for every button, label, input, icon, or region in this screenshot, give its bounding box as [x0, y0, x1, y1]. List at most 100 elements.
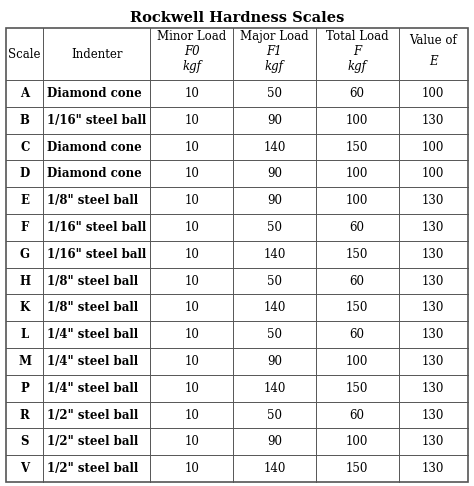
Text: 1/8" steel ball: 1/8" steel ball: [47, 275, 138, 288]
Text: 10: 10: [184, 140, 199, 154]
Text: kgf: kgf: [265, 60, 284, 73]
Text: F0: F0: [184, 45, 200, 58]
Text: B: B: [20, 114, 30, 127]
Text: 1/16" steel ball: 1/16" steel ball: [47, 248, 146, 260]
Text: K: K: [19, 301, 30, 314]
Text: Diamond cone: Diamond cone: [47, 167, 142, 180]
Text: 140: 140: [263, 248, 285, 260]
Text: C: C: [20, 140, 29, 154]
Text: Diamond cone: Diamond cone: [47, 140, 142, 154]
Text: 10: 10: [184, 194, 199, 207]
Text: 100: 100: [346, 114, 368, 127]
Text: 60: 60: [350, 409, 365, 421]
Text: 100: 100: [422, 140, 445, 154]
Text: E: E: [20, 194, 29, 207]
Text: 1/2" steel ball: 1/2" steel ball: [47, 462, 138, 475]
Text: 10: 10: [184, 167, 199, 180]
Text: V: V: [20, 462, 29, 475]
Text: 10: 10: [184, 328, 199, 341]
Text: 130: 130: [422, 462, 445, 475]
Text: 1/16" steel ball: 1/16" steel ball: [47, 221, 146, 234]
Text: 50: 50: [267, 409, 282, 421]
Text: 10: 10: [184, 248, 199, 260]
Text: 140: 140: [263, 140, 285, 154]
Text: G: G: [20, 248, 30, 260]
Text: M: M: [18, 355, 31, 368]
Text: 130: 130: [422, 114, 445, 127]
Text: 10: 10: [184, 409, 199, 421]
Text: 130: 130: [422, 435, 445, 448]
Text: 10: 10: [184, 382, 199, 395]
Text: Diamond cone: Diamond cone: [47, 87, 142, 100]
Text: 60: 60: [350, 87, 365, 100]
Text: S: S: [20, 435, 29, 448]
Text: 1/2" steel ball: 1/2" steel ball: [47, 409, 138, 421]
Text: 10: 10: [184, 301, 199, 314]
Text: 150: 150: [346, 301, 368, 314]
Text: 100: 100: [346, 194, 368, 207]
Text: Value of: Value of: [410, 34, 457, 47]
Text: 1/2" steel ball: 1/2" steel ball: [47, 435, 138, 448]
Text: F: F: [353, 45, 361, 58]
Text: 1/8" steel ball: 1/8" steel ball: [47, 194, 138, 207]
Text: 10: 10: [184, 355, 199, 368]
Text: H: H: [19, 275, 30, 288]
Text: 10: 10: [184, 275, 199, 288]
Text: 50: 50: [267, 275, 282, 288]
Text: 90: 90: [267, 435, 282, 448]
Text: 60: 60: [350, 328, 365, 341]
Text: Scale: Scale: [9, 48, 41, 60]
Text: 50: 50: [267, 87, 282, 100]
Text: F1: F1: [266, 45, 282, 58]
Text: 140: 140: [263, 462, 285, 475]
Text: 100: 100: [346, 435, 368, 448]
Text: 150: 150: [346, 382, 368, 395]
Text: 1/4" steel ball: 1/4" steel ball: [47, 355, 138, 368]
Text: kgf: kgf: [347, 60, 367, 73]
Text: 60: 60: [350, 275, 365, 288]
Text: 100: 100: [422, 167, 445, 180]
Text: 130: 130: [422, 248, 445, 260]
Text: E: E: [429, 55, 438, 68]
Text: 10: 10: [184, 221, 199, 234]
Text: 50: 50: [267, 328, 282, 341]
Text: 90: 90: [267, 167, 282, 180]
Text: D: D: [19, 167, 30, 180]
Text: Major Load: Major Load: [240, 31, 309, 43]
Text: 130: 130: [422, 382, 445, 395]
Text: 10: 10: [184, 462, 199, 475]
Text: 100: 100: [346, 167, 368, 180]
Text: Total Load: Total Load: [326, 31, 389, 43]
Text: 1/4" steel ball: 1/4" steel ball: [47, 328, 138, 341]
Text: 90: 90: [267, 194, 282, 207]
Text: 10: 10: [184, 435, 199, 448]
Text: Rockwell Hardness Scales: Rockwell Hardness Scales: [130, 11, 344, 25]
Text: 150: 150: [346, 140, 368, 154]
Text: 10: 10: [184, 114, 199, 127]
Text: 60: 60: [350, 221, 365, 234]
Text: 90: 90: [267, 114, 282, 127]
Text: 130: 130: [422, 355, 445, 368]
Text: A: A: [20, 87, 29, 100]
Text: 140: 140: [263, 301, 285, 314]
Text: P: P: [20, 382, 29, 395]
Text: kgf: kgf: [182, 60, 201, 73]
Text: R: R: [20, 409, 29, 421]
Text: 1/16" steel ball: 1/16" steel ball: [47, 114, 146, 127]
Text: 130: 130: [422, 328, 445, 341]
Text: 10: 10: [184, 87, 199, 100]
Text: L: L: [20, 328, 29, 341]
Text: 100: 100: [422, 87, 445, 100]
Text: 150: 150: [346, 248, 368, 260]
Text: 100: 100: [346, 355, 368, 368]
Text: 150: 150: [346, 462, 368, 475]
Text: F: F: [20, 221, 29, 234]
Text: Minor Load: Minor Load: [157, 31, 226, 43]
Text: 1/4" steel ball: 1/4" steel ball: [47, 382, 138, 395]
Text: 140: 140: [263, 382, 285, 395]
Text: Indenter: Indenter: [71, 48, 123, 60]
Text: 90: 90: [267, 355, 282, 368]
Text: 130: 130: [422, 275, 445, 288]
Text: 130: 130: [422, 221, 445, 234]
Text: 1/8" steel ball: 1/8" steel ball: [47, 301, 138, 314]
